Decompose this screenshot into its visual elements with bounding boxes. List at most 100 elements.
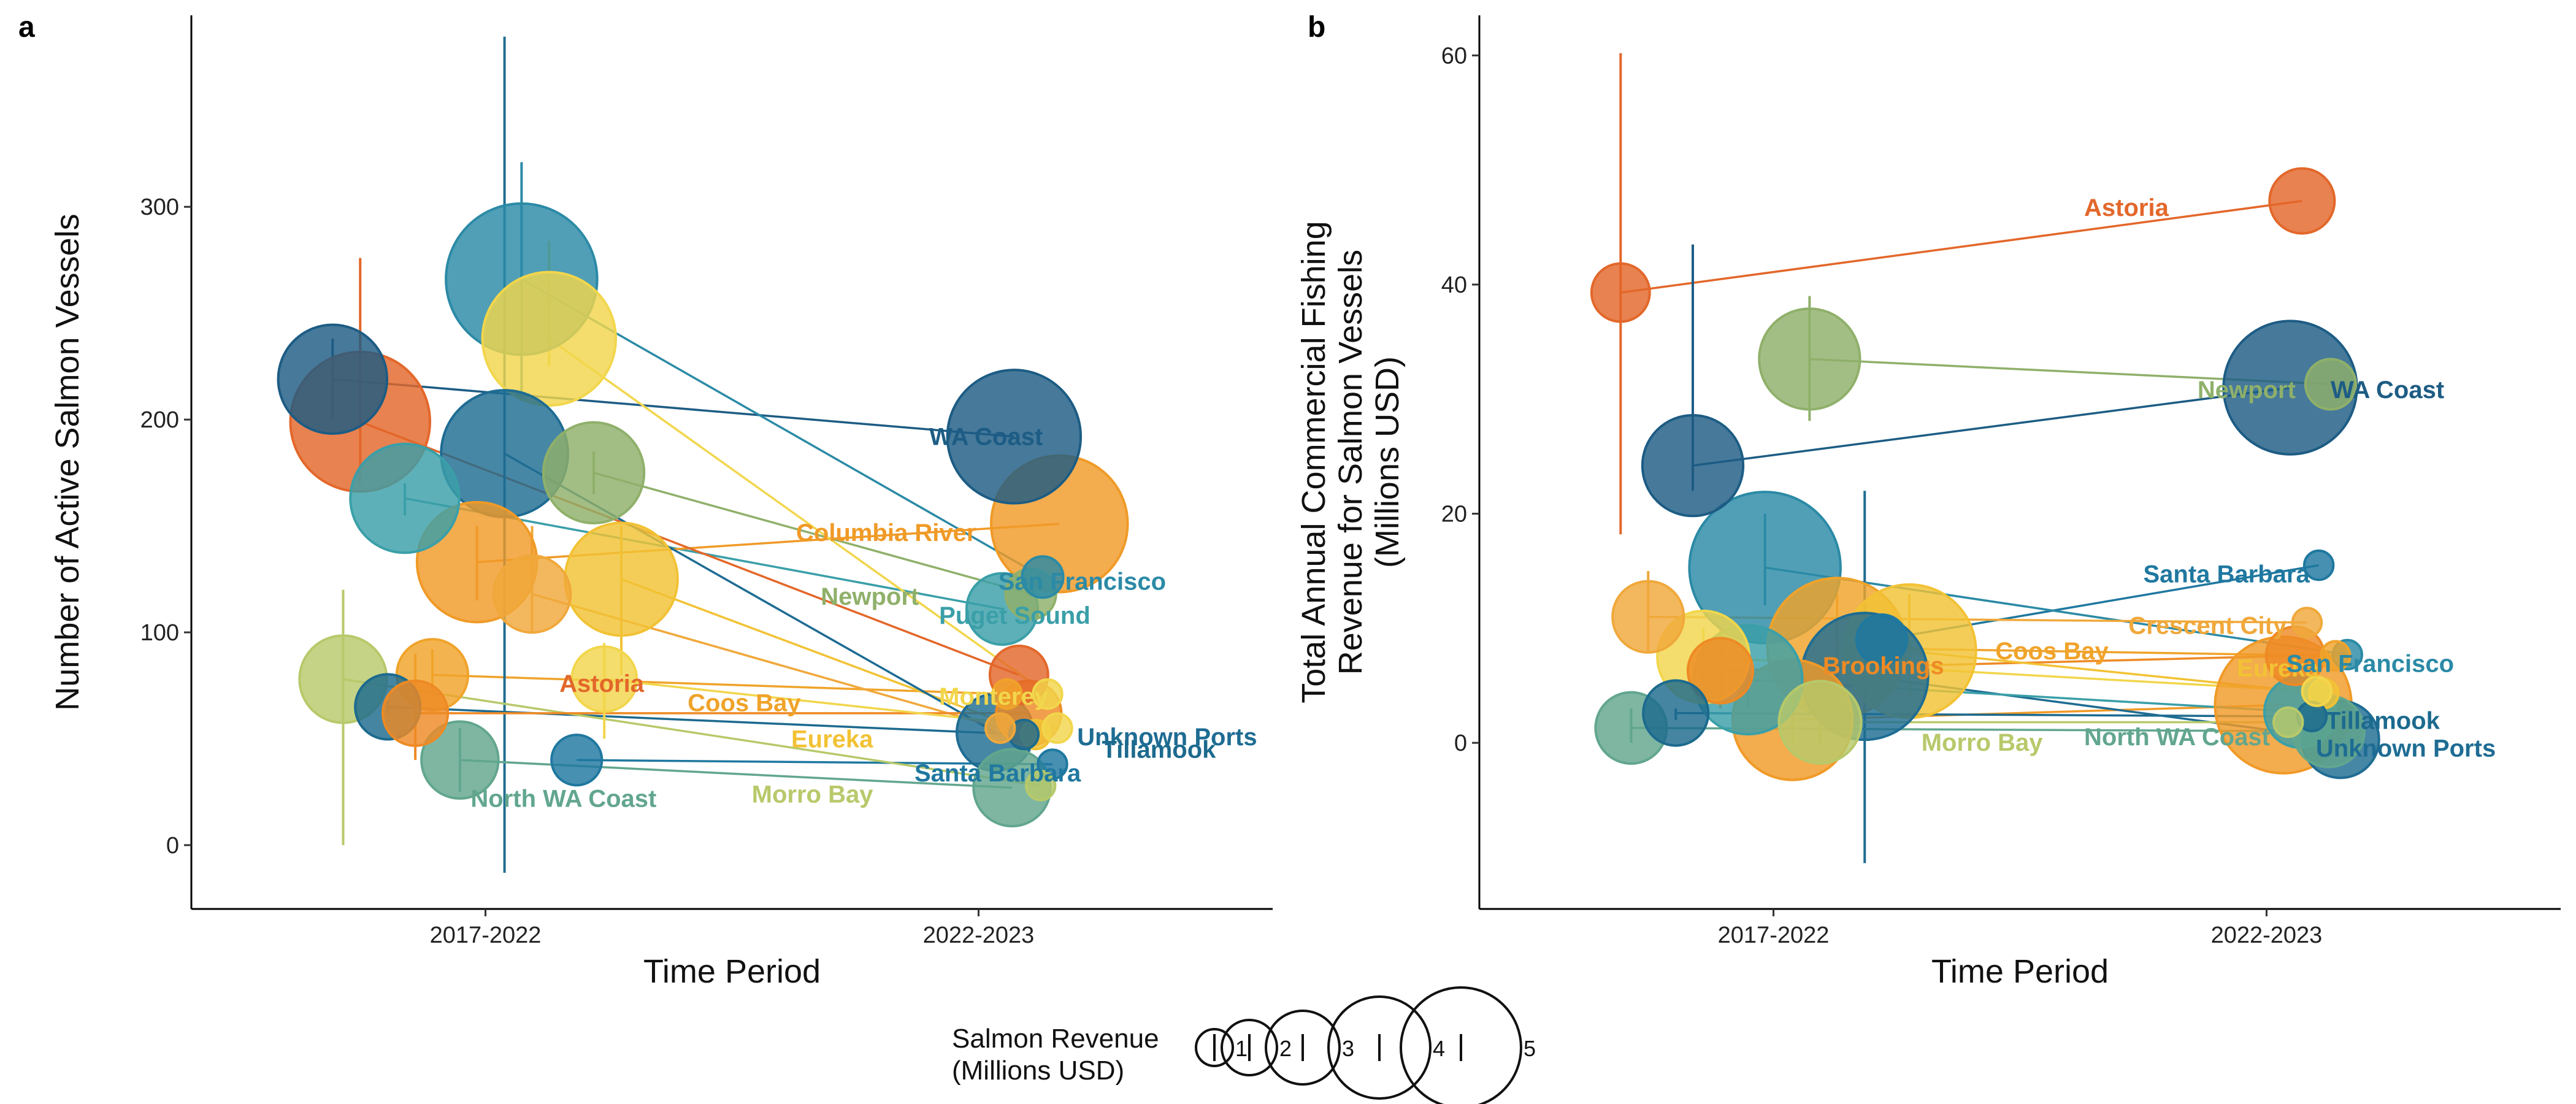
x-axis-title: Time Period xyxy=(1931,953,2109,990)
label-san-francisco: San Francisco xyxy=(999,569,1166,596)
label-tillamook: Tillamook xyxy=(1102,737,1216,764)
panel-a: a 0 100 200 300 2017-2022 2022-2023 Time Period… xyxy=(18,11,1273,990)
y-axis-title: (Millions USD) xyxy=(1369,356,1406,568)
label-eureka: Eureka xyxy=(2237,655,2319,682)
legend-label-1: 1 xyxy=(1235,1036,1248,1061)
label-brookings: Brookings xyxy=(1823,653,1944,680)
y-tick-label: 0 xyxy=(166,833,179,859)
legend-label-5: 5 xyxy=(1524,1036,1536,1061)
y-tick-label: 200 xyxy=(140,407,179,433)
legend-title: (Millions USD) xyxy=(952,1056,1124,1086)
legend-title: Salmon Revenue xyxy=(952,1024,1159,1054)
legend-label-4: 4 xyxy=(1433,1036,1445,1061)
label-north-wa-coast: North WA Coast xyxy=(2084,724,2270,751)
label-puget-sound: Puget Sound xyxy=(939,602,1091,629)
bubble-santa-barbara-p1 xyxy=(1855,613,1909,667)
y-axis-title: Number of Active Salmon Vessels xyxy=(49,213,86,710)
bubble-morro-bay-p1 xyxy=(1777,680,1863,765)
bubble-san-francisco-p2 xyxy=(1021,555,1065,599)
x-tick-label: 2022-2023 xyxy=(923,922,1035,948)
y-tick-label: 100 xyxy=(140,620,179,646)
bubble-astoria-p2 xyxy=(2268,167,2336,235)
x-tick-label: 2017-2022 xyxy=(1718,922,1830,948)
panel-b: b 0 20 40 60 2017-2022 2022-2023 Time Period Tot… xyxy=(1295,11,2561,990)
x-axis-title: Time Period xyxy=(643,953,821,990)
bubble-unnamed-p1 xyxy=(570,645,638,713)
bubble-brookings-p1 xyxy=(1686,637,1754,705)
bubble-astoria-p1 xyxy=(1590,262,1651,323)
y-axis-title: Revenue for Salmon Vessels xyxy=(1332,250,1369,675)
y-axis-title: Total Annual Commercial Fishing xyxy=(1295,221,1332,703)
legend-bubble-3 xyxy=(1265,1010,1341,1086)
bubble-newport-p1 xyxy=(542,421,646,525)
bubble-monterey-p2 xyxy=(1032,678,1064,710)
legend-label-2: 2 xyxy=(1279,1036,1292,1061)
label-morro-bay: Morro Bay xyxy=(752,781,874,808)
bubble-morro-bay-p2 xyxy=(1024,770,1057,802)
y-tick-label: 40 xyxy=(1441,272,1467,298)
connector-astoria xyxy=(1620,199,2302,294)
label-eureka: Eureka xyxy=(791,726,873,753)
label-north-wa-coast: North WA Coast xyxy=(470,785,656,812)
legend-bubble-5 xyxy=(1400,986,1522,1104)
bubble-monterey-p1 xyxy=(481,270,617,407)
bubble-brookings-p1 xyxy=(381,679,450,747)
bubble-unnamed-p2 xyxy=(2301,675,2333,707)
bubble-santa-barbara-p1 xyxy=(550,734,604,787)
bubble-wa-coast-p1 xyxy=(1641,413,1745,518)
bubble-newport-p1 xyxy=(1758,307,1861,411)
x-tick-label: 2022-2023 xyxy=(2211,922,2323,948)
label-crescent-city: Crescent City xyxy=(2128,613,2287,640)
legend-label-3: 3 xyxy=(1342,1036,1354,1061)
legend-bubble-4 xyxy=(1327,995,1432,1100)
label-wa-coast: WA Coast xyxy=(2331,377,2444,404)
bubble-unnamed-p2 xyxy=(1041,712,1073,744)
bubble-wa-coast-p1 xyxy=(277,323,389,435)
connector-monterey xyxy=(548,337,1048,696)
bubble-crescent-city-p2 xyxy=(2291,607,2323,638)
label-san-francisco: San Francisco xyxy=(2287,650,2454,677)
label-santa-barbara: Santa Barbara xyxy=(914,760,1081,787)
y-tick-label: 20 xyxy=(1441,502,1467,527)
bubble-newport-p2 xyxy=(2304,358,2358,411)
connector-tillamook xyxy=(388,705,1024,736)
label-morro-bay: Morro Bay xyxy=(1922,729,2044,756)
label-unknown-ports: Unknown Ports xyxy=(2316,735,2496,762)
bubble-wa-coast-p2 xyxy=(946,369,1083,505)
bubble-santa-barbara-p2 xyxy=(2302,549,2335,581)
y-tick-label: 300 xyxy=(140,194,179,220)
label-astoria: Astoria xyxy=(2084,194,2169,221)
label-tillamook: Tillamook xyxy=(2326,708,2440,735)
bubble-tillamook-p1 xyxy=(1642,679,1710,747)
connector-wa-coast xyxy=(1692,386,2291,467)
y-tick-label: 0 xyxy=(1454,730,1467,756)
bubble-crescent-city-p2 xyxy=(984,712,1016,744)
connector-coos-bay xyxy=(432,673,1008,696)
label-wa-coast: WA Coast xyxy=(929,424,1043,451)
bubble-puget-sound-p1 xyxy=(349,442,461,554)
connector-newport xyxy=(593,472,1032,596)
label-coos-bay: Coos Bay xyxy=(1995,638,2109,665)
connector-wa-coast xyxy=(332,378,1014,438)
bubble-crescent-city-p1 xyxy=(1611,580,1685,654)
bubble-crescent-city-p1 xyxy=(492,554,572,634)
label-newport: Newport xyxy=(821,583,919,610)
bubble-wa-coast-p2 xyxy=(2222,320,2358,456)
label-newport: Newport xyxy=(2198,377,2296,404)
label-unknown-ports: Unknown Ports xyxy=(1077,724,1257,751)
label-columbia-river: Columbia River xyxy=(796,519,976,546)
y-tick-label: 60 xyxy=(1441,43,1467,69)
label-monterey: Monterey xyxy=(939,683,1049,710)
label-coos-bay: Coos Bay xyxy=(688,689,801,716)
bubble-coos-bay-p2 xyxy=(991,678,1023,710)
panel-letter-b: b xyxy=(1308,11,1325,44)
bubble-north-wa-coast-p1 xyxy=(420,720,500,800)
bubble-eureka-p1 xyxy=(564,521,679,637)
legend-bubble-1 xyxy=(1195,1028,1234,1067)
x-tick-label: 2017-2022 xyxy=(430,922,542,948)
label-astoria: Astoria xyxy=(559,670,645,697)
bubble-coos-bay-p2 xyxy=(2320,640,2352,672)
panel-letter-a: a xyxy=(18,11,35,44)
bubble-morro-bay-p2 xyxy=(2272,706,2304,738)
